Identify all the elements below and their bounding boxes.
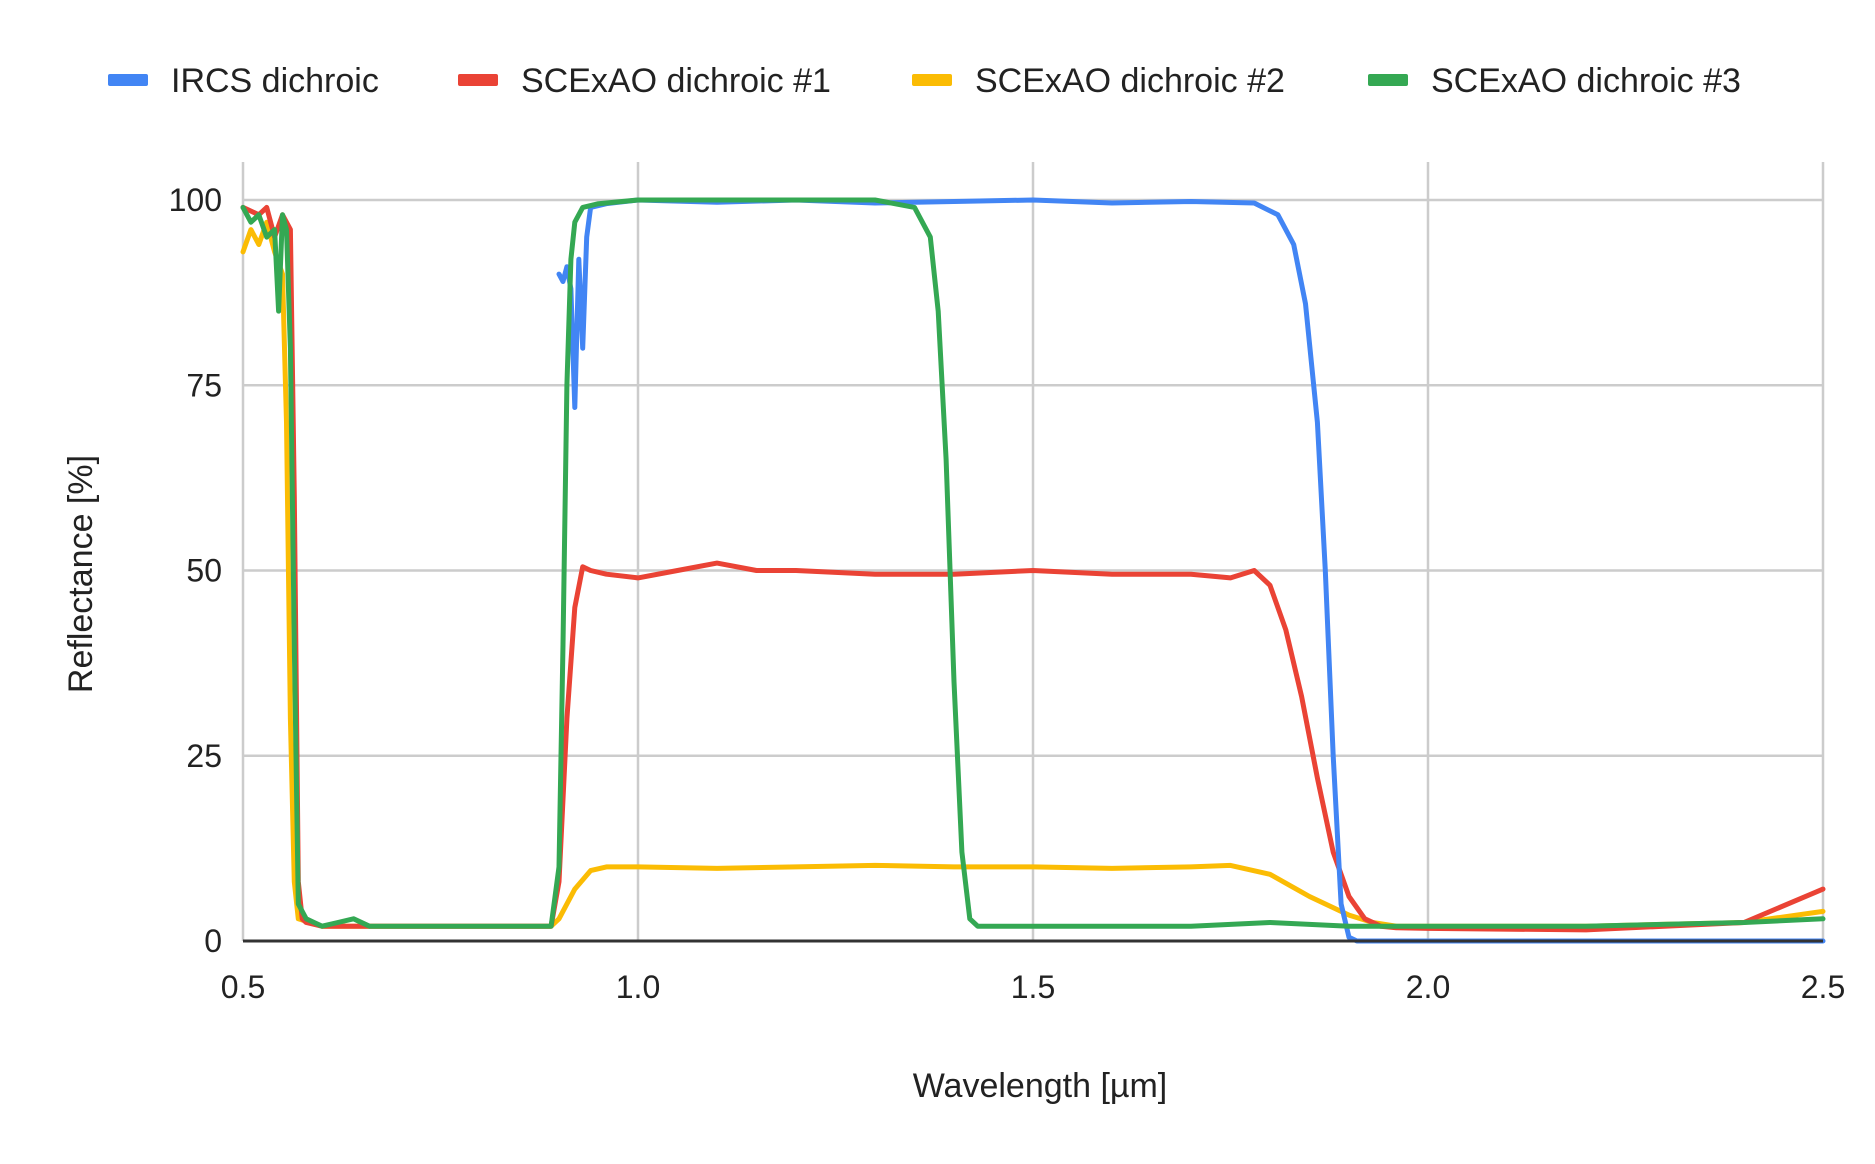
legend-swatch	[108, 74, 148, 86]
y-axis-title: Reflectance [%]	[62, 455, 100, 693]
legend-item: SCExAO dichroic #1	[458, 62, 831, 100]
legend-label: SCExAO dichroic #1	[521, 62, 831, 100]
legend-label: SCExAO dichroic #3	[1431, 62, 1741, 100]
legend: IRCS dichroic SCExAO dichroic #1 SCExAO di…	[108, 62, 1741, 100]
x-tick-label: 1.0	[616, 969, 660, 1005]
x-tick-labels: 0.5 1.0 1.5 2.0 2.5	[221, 969, 1845, 1005]
series-group	[240, 197, 1826, 944]
x-tick-label: 1.5	[1011, 969, 1055, 1005]
legend-swatch	[458, 74, 498, 86]
legend-label: SCExAO dichroic #2	[975, 62, 1285, 100]
legend-item: IRCS dichroic	[108, 62, 379, 100]
legend-swatch	[912, 74, 952, 86]
series-line-1	[556, 197, 1826, 944]
gridlines	[241, 162, 1825, 941]
y-tick-label: 75	[186, 367, 222, 403]
legend-item: SCExAO dichroic #3	[1368, 62, 1741, 100]
y-tick-labels: 0 25 50 75 100	[169, 182, 222, 959]
y-tick-label: 50	[186, 553, 222, 589]
x-tick-label: 2.0	[1406, 969, 1450, 1005]
y-tick-label: 25	[186, 738, 222, 774]
x-tick-label: 2.5	[1801, 969, 1845, 1005]
series-line-3	[240, 219, 1826, 929]
legend-item: SCExAO dichroic #2	[912, 62, 1285, 100]
legend-swatch	[1368, 74, 1408, 86]
y-tick-label: 0	[204, 923, 222, 959]
x-tick-label: 0.5	[221, 969, 265, 1005]
legend-label: IRCS dichroic	[171, 62, 379, 100]
y-tick-label: 100	[169, 182, 222, 218]
x-axis-title: Wavelength [µm]	[913, 1067, 1168, 1105]
series-line-4	[240, 197, 1826, 929]
